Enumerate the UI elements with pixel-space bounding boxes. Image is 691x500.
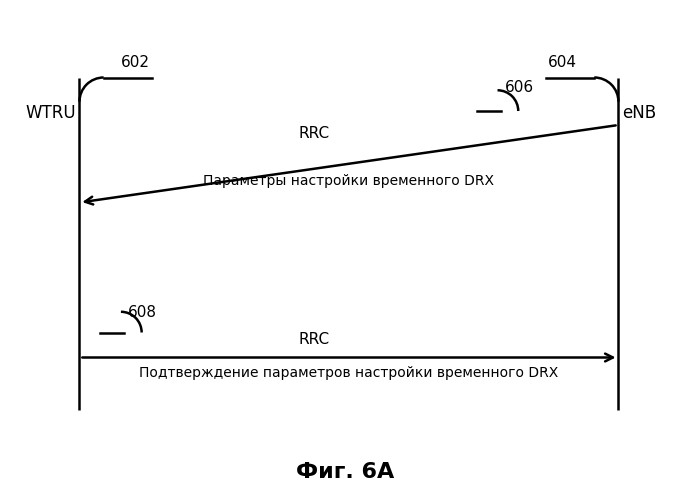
Text: 602: 602 — [121, 55, 150, 70]
Text: Параметры настройки временного DRX: Параметры настройки временного DRX — [203, 174, 495, 188]
Text: eNB: eNB — [622, 104, 656, 122]
Text: RRC: RRC — [299, 332, 330, 346]
Text: Подтверждение параметров настройки временного DRX: Подтверждение параметров настройки време… — [140, 366, 558, 380]
Text: WTRU: WTRU — [26, 104, 76, 122]
Text: 604: 604 — [548, 55, 577, 70]
Text: 606: 606 — [504, 80, 533, 95]
Text: Фиг. 6A: Фиг. 6A — [296, 462, 395, 482]
Text: 608: 608 — [128, 305, 157, 320]
Text: RRC: RRC — [299, 126, 330, 141]
